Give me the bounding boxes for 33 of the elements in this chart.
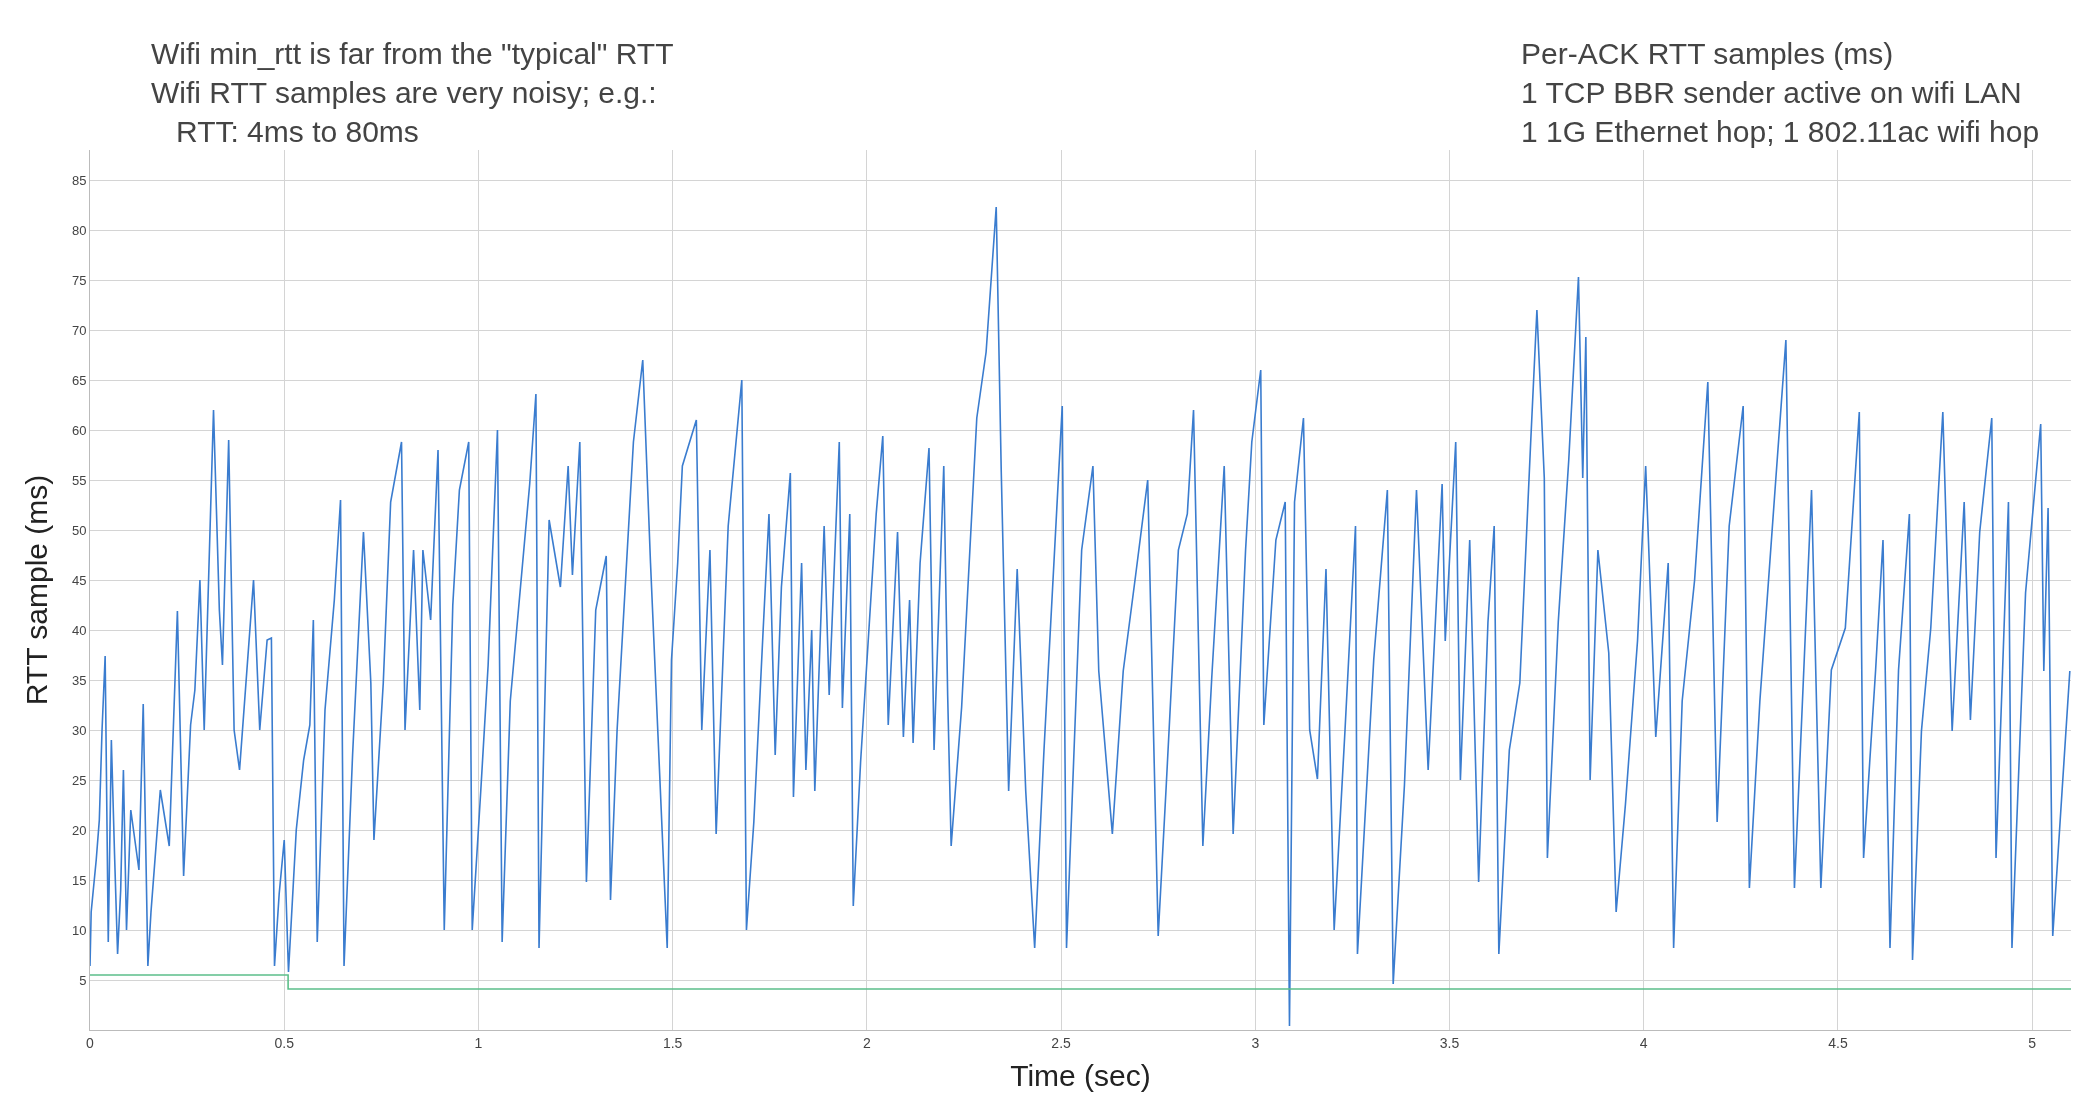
y-tick-label: 30: [71, 722, 87, 738]
y-tick-label: 40: [71, 622, 87, 638]
text: Wifi min_rtt is far from the "typical" RTT Wifi RTT samples are very noisy; e.g.: RTT: 4ms to 80ms: [151, 37, 674, 148]
x-tick-label: 1.5: [662, 1034, 683, 1051]
x-tick-label: 0.5: [274, 1034, 295, 1051]
y-tick-label: 70: [71, 322, 87, 338]
y-tick-label: 80: [71, 222, 87, 238]
x-tick-label: 2: [862, 1034, 871, 1051]
y-tick-label: 35: [71, 672, 87, 688]
x-tick-label: 4: [1639, 1034, 1648, 1051]
y-tick-label: 15: [71, 872, 87, 888]
y-tick-label: 10: [71, 922, 87, 938]
y-tick-label: 45: [71, 572, 87, 588]
x-tick-label: 3.5: [1439, 1034, 1460, 1051]
line-series: [90, 206, 2071, 1027]
x-tick-label: 3: [1251, 1034, 1260, 1051]
y-tick-label: 25: [71, 772, 87, 788]
y-tick-label: 85: [71, 172, 87, 188]
y-tick-label: 55: [71, 472, 87, 488]
x-tick-label: 0: [86, 1034, 95, 1051]
x-tick-label: 5: [2028, 1034, 2037, 1051]
x-tick-label: 1: [474, 1034, 483, 1051]
y-axis-title: RTT sample (ms): [19, 474, 53, 706]
y-tick-label: 60: [71, 422, 87, 438]
y-tick-label: 65: [71, 372, 87, 388]
y-tick-label: 5: [79, 972, 87, 988]
y-tick-label: 75: [71, 272, 87, 288]
x-tick-label: 2.5: [1051, 1034, 1072, 1051]
y-tick-label: 50: [71, 522, 87, 538]
y-tick-label: 20: [71, 822, 87, 838]
x-tick-label: 4.5: [1828, 1034, 1848, 1051]
text: Per-ACK RTT samples (ms) 1 TCP BBR sender active on wifi LAN 1 1G Ethernet hop; 1 802.11ac wifi hop: [1521, 37, 2040, 148]
x-axis-title: Time (sec): [1010, 1059, 1151, 1093]
